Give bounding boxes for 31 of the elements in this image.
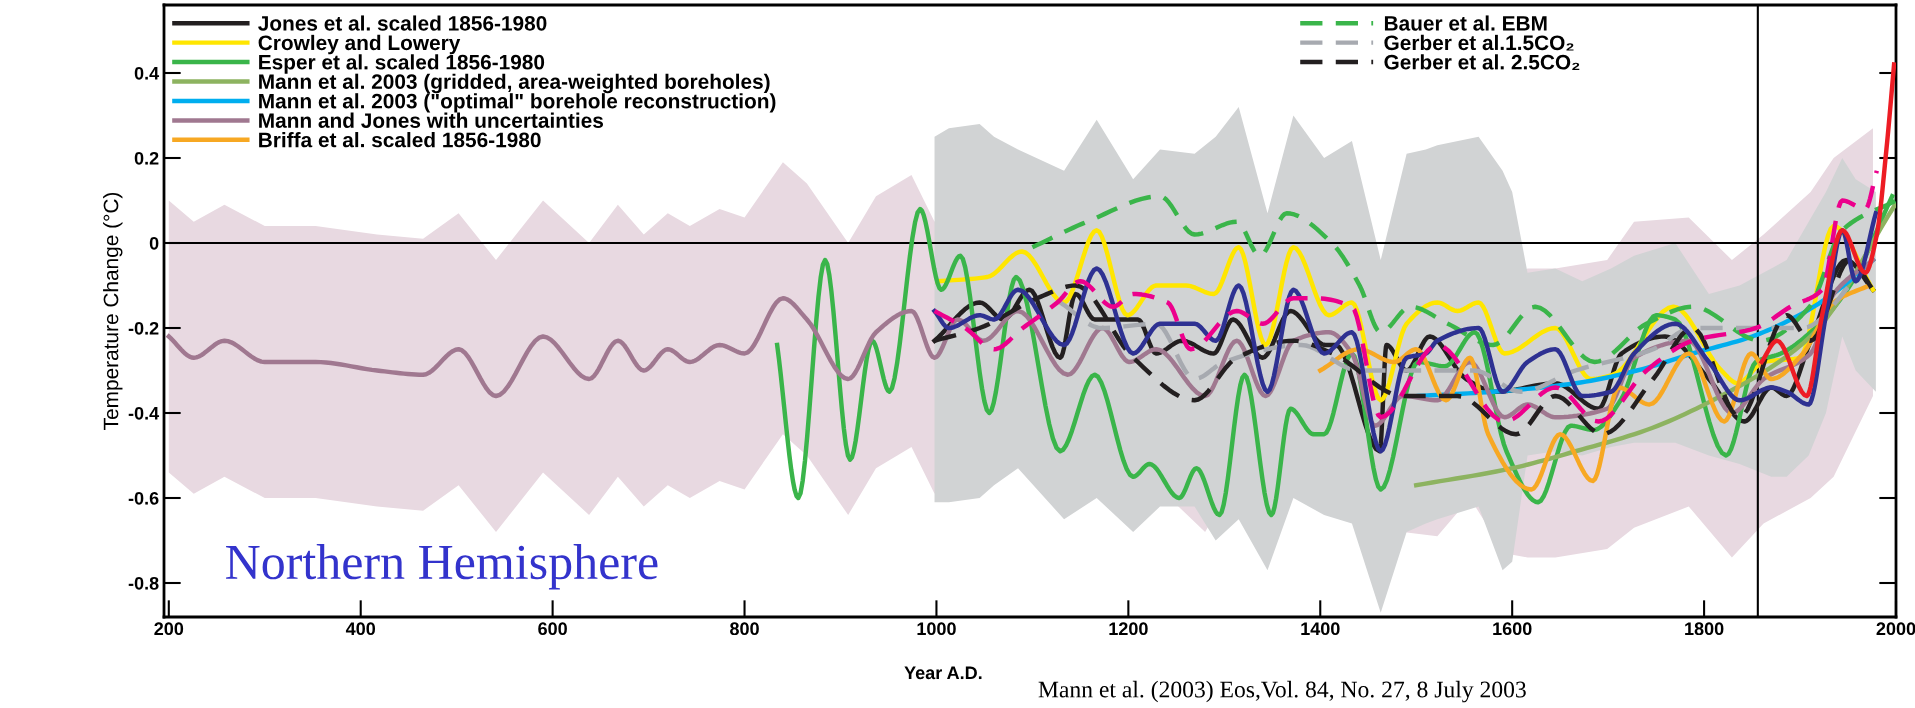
- legend-label: Mann et al. 2003 (gridded, area-weighted boreholes): [259, 73, 770, 94]
- x-tick-label: 1600: [1493, 622, 1532, 636]
- y-tick-label: -0.8: [128, 576, 159, 590]
- legend-label: Gerber et al.1.5CO₂: [1384, 34, 1574, 51]
- legend-label: Crowley and Lowery: [258, 34, 461, 55]
- y-tick-label: 0.2: [134, 151, 159, 165]
- legend-label: Briffa et al. scaled 1856-1980: [259, 132, 541, 148]
- legend-label: Gerber et al. 2.5CO₂: [1384, 54, 1580, 71]
- y-tick-label: -0.6: [128, 491, 159, 505]
- annotation: Northern Hemisphere: [226, 544, 658, 590]
- x-tick-label: 1800: [1685, 622, 1724, 636]
- x-tick-label: 1200: [1109, 622, 1148, 636]
- x-tick-label: 600: [538, 622, 567, 636]
- legend-label: Esper et al. scaled 1856-1980: [259, 54, 545, 74]
- x-tick-label: 1000: [917, 622, 956, 636]
- x-tick-label: 200: [154, 622, 184, 636]
- x-tick-label: 2000: [1876, 622, 1915, 636]
- x-tick-label: 400: [345, 622, 376, 636]
- text: Mann et al. (2003) Eos,Vol. 84, No. 27, 8 July 2003: [1038, 680, 1526, 703]
- x-tick-label: 1400: [1301, 622, 1340, 636]
- y-tick-label: 0: [149, 236, 159, 250]
- y-tick-label: -0.4: [128, 406, 160, 420]
- legend-label: Jones et al. scaled 1856-1980: [258, 15, 547, 31]
- x-axis-title: Year A.D.: [904, 666, 982, 680]
- x-tick-label: 800: [730, 622, 759, 636]
- y-axis-title: Temperature Change (°C): [103, 192, 123, 430]
- legend-label: Mann and Jones with uncertainties: [259, 112, 604, 128]
- y-tick-label: 0.4: [134, 66, 160, 80]
- legend-label: Bauer et al. EBM: [1384, 15, 1547, 31]
- y-tick-label: -0.2: [128, 321, 159, 335]
- legend-label: Mann et al. 2003 ("optimal" borehole reconstruction): [259, 93, 776, 113]
